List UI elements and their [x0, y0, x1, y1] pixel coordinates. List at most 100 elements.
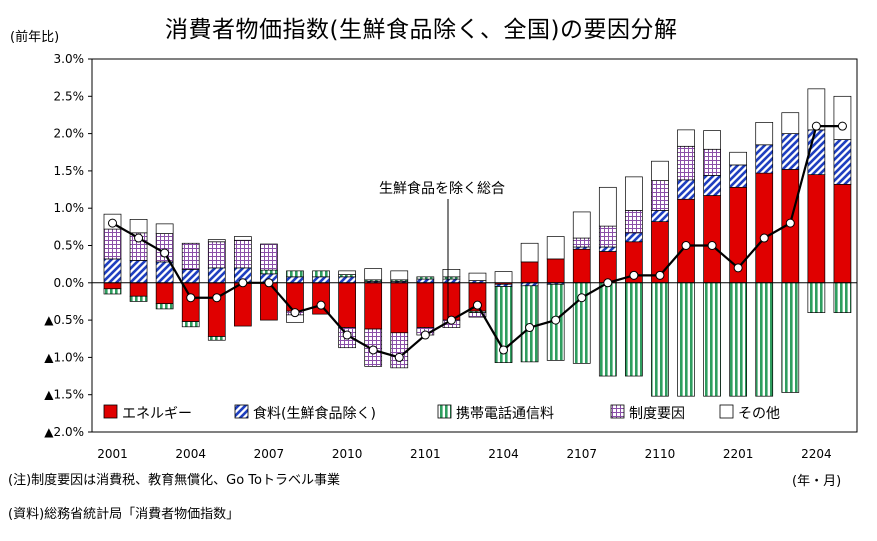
legend-label-other: その他	[738, 406, 780, 422]
y-tick-label: ▲2.0%	[44, 425, 84, 439]
line-total-point	[134, 233, 144, 243]
bar-food	[416, 278, 435, 284]
y-tick-label: 3.0%	[54, 52, 85, 66]
bar-food	[833, 139, 852, 185]
bar-other	[364, 268, 383, 281]
line-total-point	[707, 241, 717, 250]
bar-food	[103, 258, 122, 284]
bar-mobile	[651, 282, 669, 397]
bar-mobile	[625, 282, 643, 377]
x-tick-label: 2110	[645, 447, 676, 461]
bar-energy	[598, 251, 617, 284]
bar-energy	[546, 258, 565, 284]
bar-other	[729, 151, 748, 166]
bar-food	[312, 276, 330, 284]
bar-mobile	[181, 321, 200, 328]
bar-mobile	[207, 336, 226, 341]
x-tick-label: 2107	[566, 447, 597, 461]
bar-policy	[468, 312, 487, 318]
y-axis-unit-label: (前年比)	[10, 30, 60, 45]
bar-mobile	[103, 288, 122, 295]
footnote: (注)制度要因は消費税、教育無償化、Go Toトラベル事業	[8, 473, 340, 488]
bar-mobile	[598, 282, 617, 377]
bar-other	[494, 271, 513, 284]
x-axis-unit-label: (年・月)	[792, 474, 842, 489]
line-total-point	[837, 121, 847, 131]
x-tick-label: 2007	[254, 447, 285, 461]
bar-policy	[233, 239, 252, 269]
bar-policy	[651, 180, 669, 211]
bar-energy	[103, 282, 122, 290]
line-total-point	[472, 300, 482, 310]
line-total-point	[525, 323, 535, 333]
bar-mobile	[155, 303, 174, 310]
line-total-point	[316, 300, 326, 310]
x-tick-label: 2010	[332, 447, 363, 461]
y-tick-label: 1.5%	[54, 164, 85, 178]
legend-swatch-food	[234, 404, 249, 419]
bar-other	[781, 112, 800, 134]
legend-swatch-mobile	[437, 404, 452, 419]
legend-label-energy: エネルギー	[122, 406, 192, 422]
bar-policy	[390, 332, 409, 369]
bar-food	[286, 276, 304, 284]
line-total-point	[212, 293, 222, 303]
bar-other	[442, 269, 461, 278]
legend-swatch-energy	[103, 404, 118, 419]
line-total-point	[394, 352, 404, 362]
source-note: (資料)総務省統計局「消費者物価指数」	[8, 507, 240, 522]
line-total-point	[759, 233, 769, 243]
bar-food	[651, 210, 669, 222]
bar-other	[651, 160, 669, 181]
bar-policy	[703, 148, 721, 176]
bar-energy	[755, 172, 774, 284]
bar-energy	[390, 282, 409, 334]
bar-policy	[625, 210, 643, 234]
y-tick-label: ▲1.0%	[44, 350, 84, 364]
bar-policy	[598, 225, 617, 248]
bar-other	[207, 239, 226, 243]
bar-other	[572, 211, 591, 239]
bar-energy	[703, 195, 721, 284]
y-tick-label: 1.0%	[54, 201, 85, 215]
bar-food	[598, 246, 617, 252]
x-tick-label: 2001	[97, 447, 128, 461]
bar-food	[625, 232, 643, 243]
line-total-point	[603, 278, 613, 288]
bar-other	[155, 223, 174, 234]
bar-other	[598, 186, 617, 227]
bar-mobile	[416, 276, 435, 280]
bar-energy	[364, 282, 383, 330]
bar-energy	[807, 174, 826, 284]
x-tick-label: 2204	[801, 447, 832, 461]
y-tick-label: 0.5%	[54, 239, 85, 253]
line-total-point	[368, 345, 378, 355]
line-total-point	[681, 241, 691, 250]
legend-box	[96, 398, 814, 426]
legend-label-policy: 制度要因	[629, 406, 685, 422]
bar-energy	[520, 261, 539, 284]
y-tick-label: 0.0%	[54, 276, 85, 290]
x-tick-label: 2004	[175, 447, 206, 461]
bar-other	[755, 122, 774, 146]
bar-energy	[207, 282, 226, 337]
bar-food	[677, 179, 695, 200]
chart-title: 消費者物価指数(生鮮食品除く、全国)の要因分解	[165, 17, 678, 43]
bar-mobile	[807, 282, 826, 313]
line-total-point	[785, 218, 795, 228]
bar-energy	[416, 282, 435, 328]
line-total-point	[499, 345, 509, 355]
bar-food	[729, 164, 748, 188]
bar-food	[207, 267, 226, 284]
bar-food	[703, 175, 721, 196]
line-total-point	[655, 270, 665, 280]
line-total-point	[160, 248, 170, 258]
bar-energy	[833, 183, 852, 284]
line-total-point	[733, 263, 743, 273]
line-total-point	[551, 315, 561, 325]
y-tick-label: 2.0%	[54, 127, 85, 141]
bar-energy	[338, 282, 356, 328]
bar-energy	[442, 282, 461, 321]
